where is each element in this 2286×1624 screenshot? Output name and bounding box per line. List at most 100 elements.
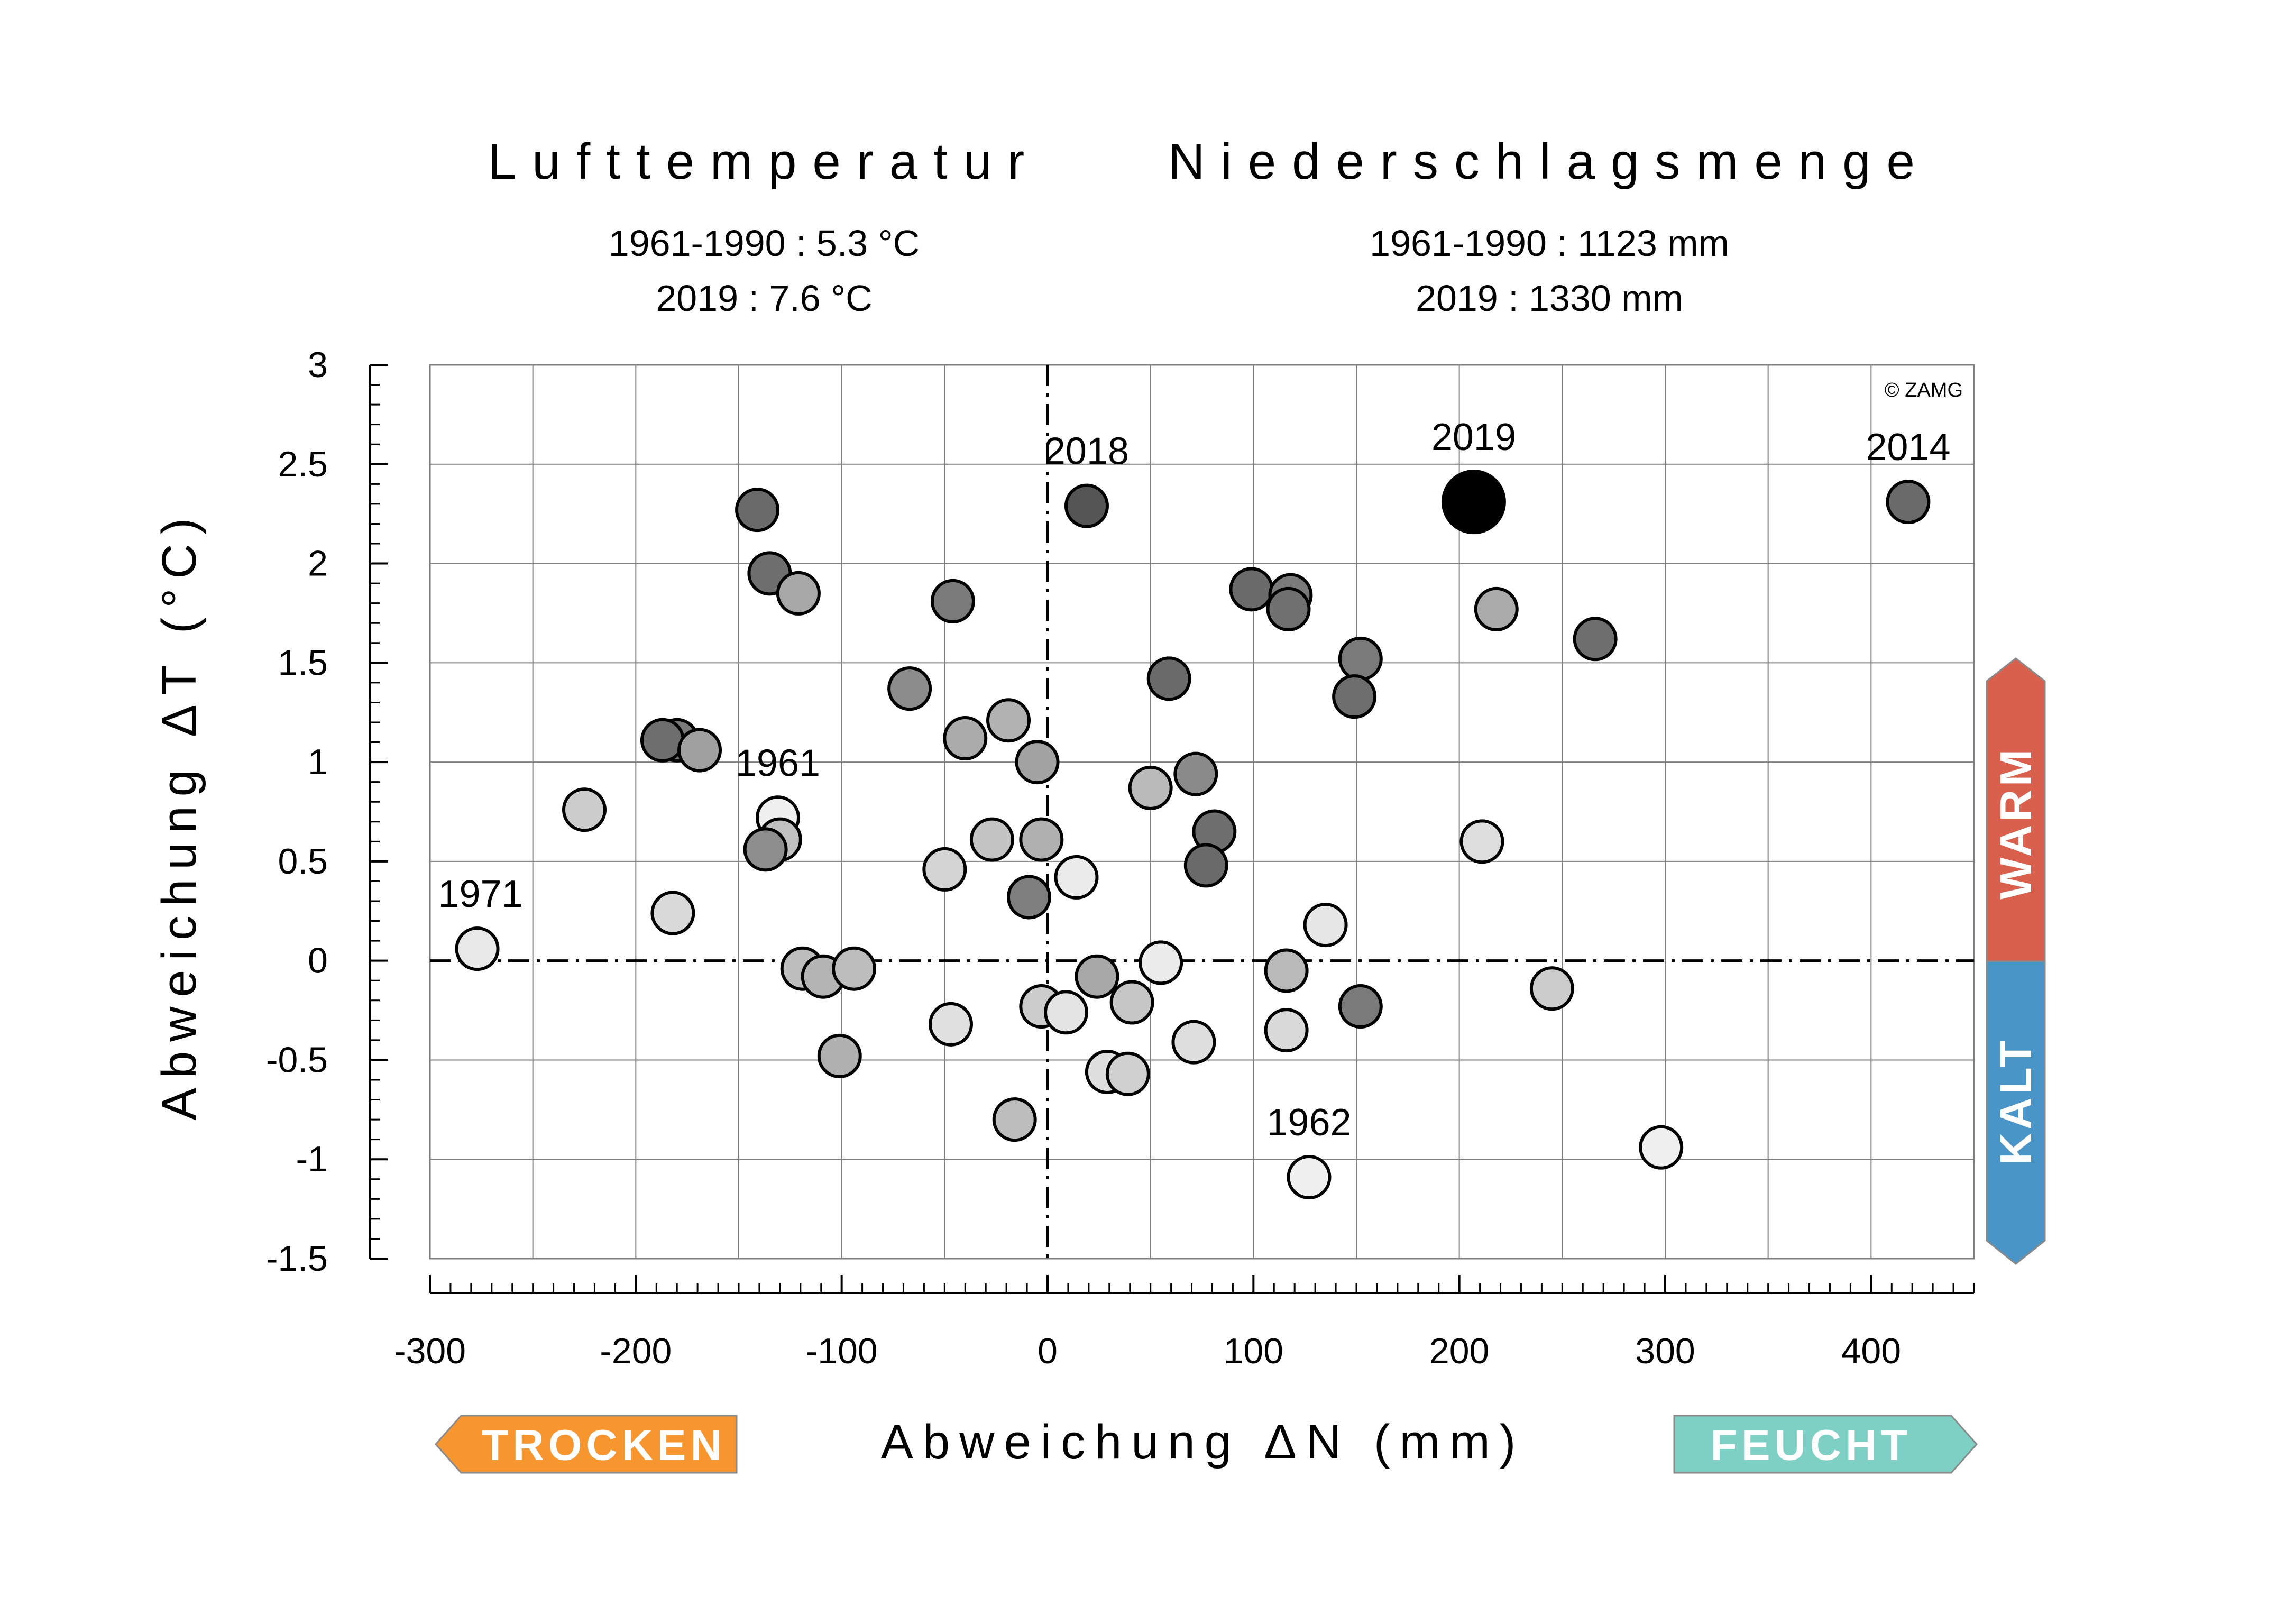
data-point <box>1015 740 1060 785</box>
y-tick-label: -1.5 <box>266 1238 328 1279</box>
data-point <box>677 728 722 773</box>
data-point <box>562 787 607 832</box>
data-points <box>455 470 1931 1200</box>
data-point <box>743 827 788 872</box>
data-point <box>930 579 975 623</box>
data-point <box>887 666 932 711</box>
trocken-label: TROCKEN <box>482 1421 726 1470</box>
data-point <box>1171 1020 1216 1065</box>
data-point <box>776 571 821 616</box>
y-tick-label: 0 <box>308 941 328 981</box>
x-tick-label: 300 <box>1635 1331 1695 1371</box>
data-point <box>1639 1125 1684 1170</box>
data-point <box>1139 940 1183 985</box>
data-point <box>1529 966 1574 1011</box>
highlight-point <box>1441 470 1506 535</box>
y-tick-label: -0.5 <box>266 1040 328 1080</box>
x-axis: -300 -200 -100 0 100 200 300 400 <box>394 1275 1975 1371</box>
trocken-badge: TROCKEN <box>434 1415 738 1474</box>
y-tick-label: 1.5 <box>278 643 328 683</box>
data-point <box>1303 903 1348 948</box>
temp-title: Lufttemperatur <box>488 133 1040 190</box>
precip-title: Niederschlagsmenge <box>1168 133 1931 190</box>
data-point <box>1338 636 1383 681</box>
data-point <box>992 1097 1037 1142</box>
plot-frame <box>429 364 1975 1260</box>
data-point <box>943 716 988 761</box>
data-point <box>640 718 685 763</box>
data-point <box>832 946 877 991</box>
data-point <box>1044 990 1089 1035</box>
data-point <box>1105 1051 1150 1096</box>
precip-year-value: 2019 : 1330 mm <box>1416 278 1683 319</box>
copyright-label: © ZAMG <box>1885 379 1963 401</box>
point-label: 1961 <box>736 742 820 784</box>
data-point <box>1332 674 1377 719</box>
point-label: 2014 <box>1866 426 1950 469</box>
y-tick-label: 2 <box>308 544 328 584</box>
data-point <box>1264 1008 1309 1053</box>
y-tick-label: 1 <box>308 742 328 782</box>
data-point <box>1573 617 1618 662</box>
data-point <box>1054 855 1099 900</box>
y-tick-label: 2.5 <box>278 444 328 484</box>
y-tick-label: 0.5 <box>278 841 328 882</box>
x-tick-label: 0 <box>1038 1331 1058 1371</box>
data-point <box>817 1033 862 1078</box>
data-point <box>1064 483 1109 528</box>
x-tick-label: 200 <box>1429 1331 1489 1371</box>
data-point <box>1459 819 1504 864</box>
data-point <box>1075 954 1119 999</box>
data-point <box>1019 817 1064 862</box>
data-point <box>1287 1155 1332 1200</box>
x-tick-label: -300 <box>394 1331 466 1371</box>
warm-badge: WARM <box>1986 657 2046 962</box>
point-label: 1971 <box>438 873 522 915</box>
temp-year-value: 2019 : 7.6 °C <box>656 278 872 319</box>
x-tick-label: 400 <box>1841 1331 1901 1371</box>
data-point <box>1109 980 1154 1025</box>
kalt-badge: KALT <box>1986 960 2046 1265</box>
feucht-badge: FEUCHT <box>1673 1415 1978 1474</box>
data-point <box>969 817 1014 862</box>
point-labels: 1971 1961 2018 1962 2019 2014 <box>438 416 1950 1144</box>
data-point <box>1173 751 1218 796</box>
feucht-arrow-shape <box>1673 1415 1978 1474</box>
data-point <box>929 1002 974 1047</box>
feucht-label: FEUCHT <box>1711 1421 1912 1470</box>
x-axis-title: Abweichung ΔN (mm) <box>881 1415 1526 1469</box>
data-point <box>1338 984 1383 1029</box>
data-point <box>1886 480 1931 525</box>
data-point <box>1146 656 1191 701</box>
point-label: 2018 <box>1044 430 1129 473</box>
point-label: 1962 <box>1266 1102 1351 1144</box>
data-point <box>1006 875 1051 920</box>
precip-reference: 1961-1990 : 1123 mm <box>1370 223 1729 264</box>
x-tick-label: -200 <box>600 1331 672 1371</box>
data-point <box>455 926 500 971</box>
warm-label: WARM <box>1991 746 2041 900</box>
data-point <box>986 698 1031 743</box>
temp-reference: 1961-1990 : 5.3 °C <box>609 223 920 264</box>
data-point <box>1264 948 1309 993</box>
y-axis-title: Abweichung ΔT (°C) <box>152 509 206 1121</box>
data-point <box>1229 567 1274 612</box>
data-point <box>1474 586 1519 631</box>
data-point <box>735 488 780 533</box>
data-point <box>922 847 967 892</box>
x-tick-label: 100 <box>1224 1331 1283 1371</box>
data-point <box>1183 843 1228 888</box>
x-tick-label: -100 <box>806 1331 878 1371</box>
y-tick-label: -1 <box>296 1139 328 1179</box>
y-tick-label: 3 <box>308 345 328 385</box>
trocken-arrow-shape <box>434 1415 738 1474</box>
grid <box>430 365 1974 1259</box>
kalt-arrow-shape <box>1986 960 2046 1265</box>
data-point <box>1266 586 1311 631</box>
data-point <box>1128 765 1173 810</box>
point-label: 2019 <box>1431 416 1516 458</box>
kalt-label: KALT <box>1991 1037 2041 1165</box>
data-point <box>650 891 695 935</box>
y-axis: -1.5 -1 -0.5 0 0.5 1 1.5 2 2.5 3 <box>266 345 388 1279</box>
